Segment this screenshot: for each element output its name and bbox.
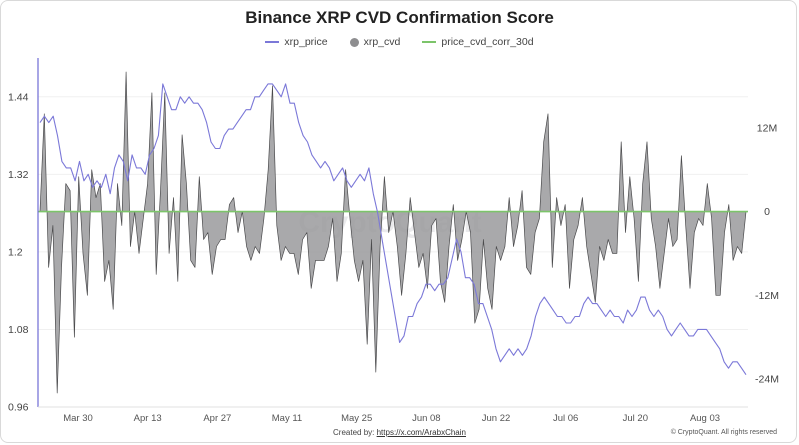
footer-created-by-link[interactable]: https://x.com/ArabxChain [376,428,466,437]
price-line-series [39,83,747,376]
cvd-area-series [39,71,747,394]
legend-label-xrp-price: xrp_price [284,36,328,48]
x-tick-label: Aug 03 [690,413,720,424]
footer-created-by-label: Created by: [333,428,375,437]
x-tick-label: Jul 06 [553,413,578,424]
left-axis-ticks: 1.44 1.32 1.2 1.08 0.96 [8,91,29,413]
x-tick-label: May 25 [341,413,372,424]
price-line [39,83,747,376]
left-tick-label: 1.32 [8,169,29,181]
right-axis-ticks: 12M 0 -12M -24M [755,122,779,385]
legend-item-price-cvd-corr-30d[interactable]: price_cvd_corr_30d [422,36,534,48]
right-tick-label: 12M [757,122,777,134]
legend-swatch-price-cvd-corr-30d [422,41,437,43]
legend-item-xrp-price[interactable]: xrp_price [265,36,328,48]
legend-swatch-xrp-price [265,41,280,43]
axes [37,58,748,408]
x-tick-label: May 11 [272,413,302,424]
left-tick-label: 1.44 [8,91,29,103]
cvd-area [39,71,747,394]
x-tick-label: Jun 08 [412,413,441,424]
legend-item-xrp-cvd[interactable]: xrp_cvd [349,36,401,48]
left-tick-label: 1.08 [8,324,29,336]
chart-title: Binance XRP CVD Confirmation Score [245,8,554,27]
left-tick-label: 0.96 [8,402,29,414]
footer: Created by: https://x.com/ArabxChain [0,428,799,437]
grid-layer [38,96,748,408]
left-tick-label: 1.2 [8,246,23,258]
legend-label-xrp-cvd: xrp_cvd [363,36,401,48]
x-tick-label: Apr 13 [134,413,162,424]
legend-swatch-xrp-cvd [349,37,359,47]
x-tick-label: Jul 20 [623,413,648,424]
copyright-notice: © CryptoQuant. All rights reserved [670,429,777,436]
x-tick-label: Jun 22 [482,413,511,424]
x-tick-label: Mar 30 [63,413,93,424]
x-tick-label: Apr 27 [203,413,231,424]
right-tick-label: 0 [764,206,770,218]
legend-label-price-cvd-corr-30d: price_cvd_corr_30d [441,36,534,48]
right-tick-label: -12M [755,290,779,302]
legend: xrp_price xrp_cvd price_cvd_corr_30d [0,36,799,48]
x-axis-ticks: Mar 30 Apr 13 Apr 27 May 11 May 25 Jun 08 Jun … [63,413,720,424]
right-tick-label: -24M [755,374,779,386]
